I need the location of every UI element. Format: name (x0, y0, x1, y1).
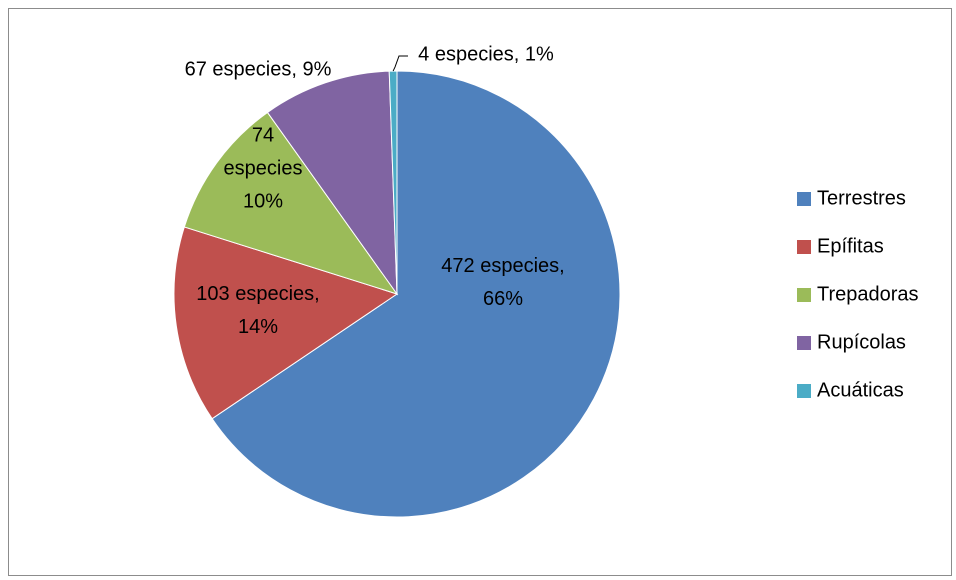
legend-label-epifitas: Epífitas (817, 235, 884, 257)
legend-label-terrestres: Terrestres (817, 187, 906, 209)
legend-swatch-epifitas (797, 240, 811, 254)
leader-lines (392, 55, 408, 72)
data-labels: 472 especies, 66% 103 especies, 14% 74 especi… (185, 43, 565, 338)
legend: Terrestres Epífitas Trepadoras Rupícolas Acu… (797, 187, 919, 401)
legend-swatch-trepadoras (797, 288, 811, 302)
data-label-acuaticas: 4 especies, 1% (418, 43, 554, 65)
pie-slices (173, 70, 621, 518)
slice-acuaticas (388, 70, 398, 295)
legend-label-rupicolas: Rupícolas (817, 331, 906, 353)
legend-swatch-terrestres (797, 192, 811, 206)
legend-swatch-acuaticas (797, 384, 811, 398)
data-label-terrestres: 472 especies, 66% (441, 255, 564, 310)
data-label-trepadoras: 74 especies 10% (224, 124, 303, 212)
legend-label-acuaticas: Acuáticas (817, 379, 904, 401)
slice-trepadoras (183, 111, 399, 295)
data-label-epifitas: 103 especies, 14% (196, 283, 319, 338)
slice-rupicolas (266, 70, 398, 296)
leader-line-acuaticas (392, 55, 408, 72)
legend-swatch-rupicolas (797, 336, 811, 350)
slice-terrestres (211, 70, 621, 518)
slice-epifitas (173, 226, 399, 420)
data-label-rupicolas: 67 especies, 9% (185, 58, 332, 80)
legend-label-trepadoras: Trepadoras (817, 283, 919, 305)
